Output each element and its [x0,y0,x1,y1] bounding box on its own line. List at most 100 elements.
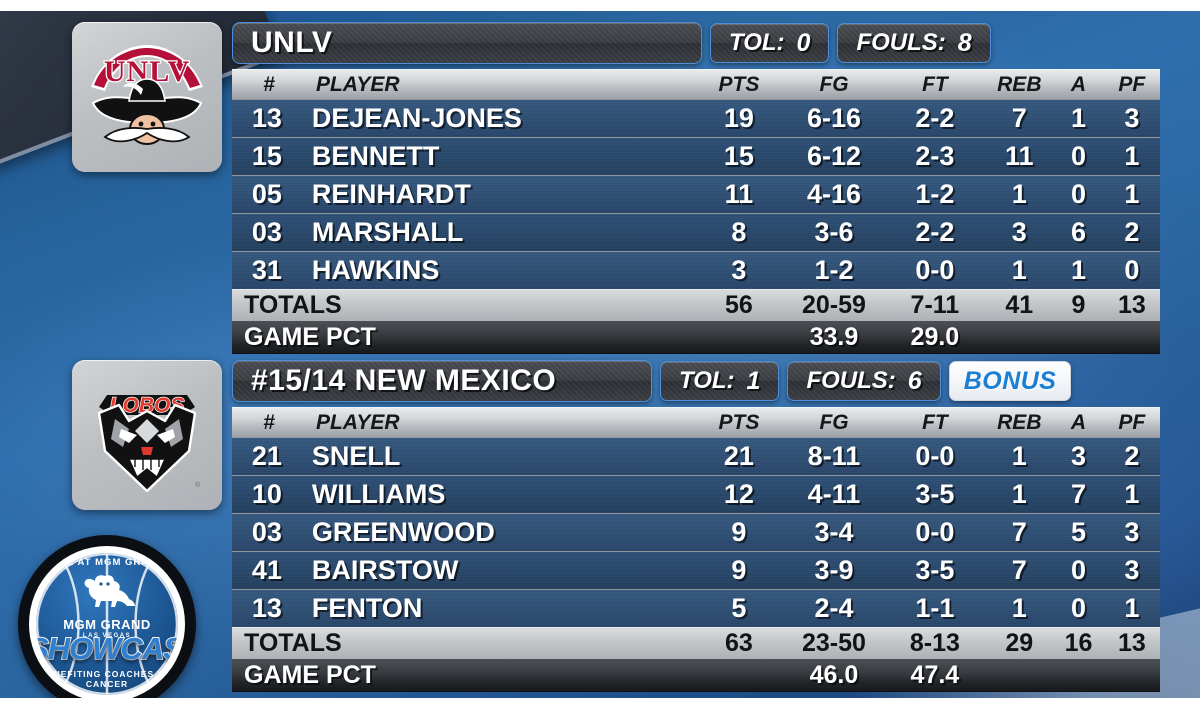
team-title-row: #15/14 NEW MEXICO TOL: 1 FOULS: 6 BONUS [232,360,1160,402]
tol-value: 1 [746,366,761,395]
table-row: 03 GREENWOOD 9 3-4 0-0 7 5 3 [232,513,1160,551]
player-ft: 3-5 [915,555,955,585]
benefiting-coaches-vs-cancer-text: BENEFITING COACHES VS. CANCER [39,669,175,689]
player-name: GREENWOOD [311,517,495,547]
player-name: HAWKINS [311,255,440,285]
top-white-band [0,0,1200,11]
player-reb: 1 [1011,441,1027,471]
player-pf: 3 [1124,555,1140,585]
player-ft: 0-0 [915,255,955,285]
totals-row: TOTALS 56 20-59 7-11 41 9 13 [232,289,1160,321]
player-ft: 2-2 [915,217,955,247]
player-reb: 11 [1005,141,1034,171]
player-pts: 8 [731,217,747,247]
totals-assists: 16 [1064,629,1093,657]
player-ft: 1-1 [915,593,955,623]
player-pts: 3 [731,255,747,285]
table-row: 10 WILLIAMS 12 4-11 3-5 1 7 1 [232,475,1160,513]
team-logo-plate-unlv: UNLV [72,22,222,172]
game-pct-ft: 29.0 [910,322,960,351]
col-header-fg: FG [819,72,849,96]
player-name: REINHARDT [311,179,471,209]
table-row: 41 BAIRSTOW 9 3-9 3-5 7 0 3 [232,551,1160,589]
col-header-reb: REB [997,410,1042,434]
column-header-row: # PLAYER PTS FG FT REB A PF [232,407,1160,437]
player-ft: 1-2 [915,179,955,209]
player-name: WILLIAMS [311,479,446,509]
player-ft: 2-2 [915,103,955,133]
player-reb: 7 [1011,555,1027,585]
totals-row: TOTALS 63 23-50 8-13 29 16 13 [232,627,1160,659]
player-ft: 0-0 [915,441,955,471]
player-assists: 7 [1070,479,1086,509]
logo-inner-disc: MGM GRAND LAS VEGAS SHOWCASE LIVE AT MGM… [36,553,178,695]
lobos-wolf-logo-icon: LOBOS ® [85,373,209,497]
totals-assists: 9 [1071,291,1086,319]
player-pts: 5 [731,593,747,623]
game-pct-row: GAME PCT 46.0 47.4 [232,659,1160,692]
mgm-grand-wordmark: MGM GRAND LAS VEGAS [63,616,151,639]
player-pf: 1 [1124,479,1140,509]
player-reb: 7 [1011,517,1027,547]
totals-pts: 63 [724,629,753,657]
team-title-row: UNLV TOL: 0 FOULS: 8 [232,22,1160,64]
team-logo-plate-new-mexico: LOBOS ® [72,360,222,510]
tol-label: TOL: [679,367,735,394]
col-header-number: # [263,72,275,96]
col-header-player: PLAYER [315,72,400,96]
team-fouls-pill: FOULS: 8 [837,23,991,63]
unlv-rebel-logo-icon: UNLV [83,41,211,153]
table-row: 15 BENNETT 15 6-12 2-3 11 0 1 [232,137,1160,175]
col-header-ft: FT [922,72,948,96]
player-pts: 9 [731,555,747,585]
player-assists: 0 [1070,179,1086,209]
player-pts: 21 [723,441,754,471]
fouls-label: FOULS: [856,29,946,56]
player-pf: 1 [1124,141,1140,171]
player-fg: 1-2 [814,255,854,285]
team-box-score-new-mexico: #15/14 NEW MEXICO TOL: 1 FOULS: 6 BONUS … [232,360,1160,692]
player-pf: 0 [1124,255,1140,285]
player-number: 03 [251,517,282,547]
game-pct-label: GAME PCT [244,660,376,689]
totals-pf: 13 [1117,291,1146,319]
team-name-pill: UNLV [232,22,702,64]
player-assists: 6 [1070,217,1086,247]
team-fouls-pill: FOULS: 6 [787,361,941,401]
player-pf: 3 [1124,517,1140,547]
player-name: SNELL [311,441,401,471]
player-name: MARSHALL [311,217,464,247]
game-pct-ft: 47.4 [910,660,960,689]
totals-reb: 29 [1005,629,1034,657]
player-reb: 7 [1011,103,1027,133]
player-name: DEJEAN-JONES [311,103,522,133]
col-header-pts: PTS [718,410,760,434]
fouls-label: FOULS: [806,367,896,394]
player-fg: 3-6 [814,217,854,247]
player-number: 03 [251,217,282,247]
table-row: 21 SNELL 21 8-11 0-0 1 3 2 [232,437,1160,475]
col-header-player: PLAYER [315,410,400,434]
col-header-reb: REB [997,72,1042,96]
player-assists: 0 [1070,593,1086,623]
player-fg: 8-11 [807,441,861,471]
timeouts-left-pill: TOL: 1 [660,361,780,401]
player-ft: 0-0 [915,517,955,547]
col-header-number: # [263,410,275,434]
player-name: BAIRSTOW [311,555,459,585]
player-pf: 2 [1124,441,1140,471]
totals-ft: 8-13 [909,629,960,657]
bonus-badge: BONUS [948,361,1072,401]
player-number: 31 [251,255,282,285]
svg-text:®: ® [195,481,201,489]
player-assists: 0 [1070,141,1086,171]
player-number: 21 [251,441,282,471]
player-assists: 3 [1070,441,1086,471]
totals-fg: 20-59 [801,291,866,319]
col-header-fg: FG [819,410,849,434]
col-header-pf: PF [1118,410,1146,434]
player-number: 13 [251,593,282,623]
team-box-score-unlv: UNLV TOL: 0 FOULS: 8 # PLAYER PTS FG FT … [232,22,1160,354]
player-pf: 3 [1124,103,1140,133]
